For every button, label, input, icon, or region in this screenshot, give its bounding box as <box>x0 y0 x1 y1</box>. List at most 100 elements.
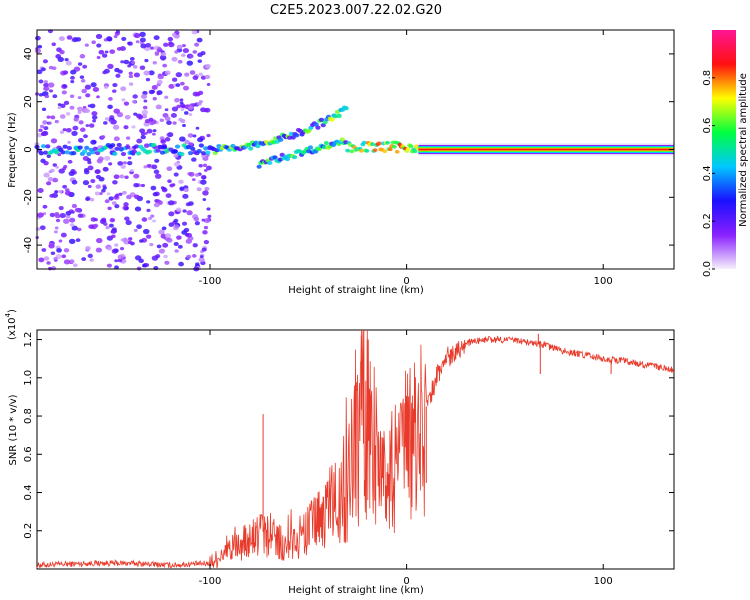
spectrogram-cell <box>144 131 148 135</box>
spectrogram-cell <box>141 217 148 222</box>
spectrogram-cell <box>197 59 202 63</box>
spectrogram-cell <box>151 255 159 261</box>
spectrogram-cell <box>160 139 166 144</box>
snr-y-axis-label: SNR (10 * v/v) <box>8 394 19 465</box>
spectrogram-y-tick-label: 20 <box>23 95 34 108</box>
spectrogram-cell <box>167 200 175 206</box>
spectrogram-cell <box>112 151 118 156</box>
snr-axes: -100 0 100 0.2 0.4 0.6 0.8 1.0 1.2 <box>23 330 674 587</box>
spectrogram-cell <box>194 42 200 47</box>
spectrogram-cell <box>123 101 130 106</box>
spectrogram-cell <box>129 82 134 86</box>
spectrogram-cell <box>156 244 162 249</box>
snr-y-tick-label: 0.2 <box>23 523 34 539</box>
spectrogram-cell <box>43 150 49 155</box>
spectrogram-cell <box>192 134 197 138</box>
spectrogram-cell <box>35 227 41 231</box>
spectrogram-cell <box>189 70 196 75</box>
spectrogram-cell <box>148 117 154 122</box>
spectrogram-cell <box>167 132 174 138</box>
spectrogram-cell <box>46 115 51 119</box>
spectrogram-cell <box>358 148 364 153</box>
spectrogram-cell <box>158 229 165 235</box>
spectrogram-cell <box>112 124 120 130</box>
spectrogram-cell <box>120 238 125 242</box>
spectrogram-cell <box>133 72 141 78</box>
spectrogram-cell <box>110 143 116 148</box>
spectrogram-cell <box>206 133 211 138</box>
spectrogram-cell <box>40 158 46 164</box>
spectrogram-cell <box>38 257 45 263</box>
spectrogram-cell <box>181 44 186 48</box>
spectrogram-cell <box>164 108 169 112</box>
spectrogram-cell <box>133 228 138 232</box>
spectrogram-cell <box>131 60 136 65</box>
spectrogram-x-tick-label: -100 <box>199 276 222 287</box>
spectrogram-cell <box>197 137 204 143</box>
spectrogram-cell <box>120 246 125 251</box>
spectrogram-cell <box>172 121 177 125</box>
spectrogram-cell <box>102 121 108 125</box>
spectrogram-cell <box>128 74 134 79</box>
spectrogram-cell <box>191 29 198 35</box>
spectrogram-cell <box>188 201 194 206</box>
spectrogram-x-tick-label: 100 <box>594 276 613 287</box>
spectrogram-cell <box>87 104 92 108</box>
spectrogram-cell <box>69 217 76 223</box>
spectrogram-cell <box>71 225 78 231</box>
spectrogram-cell <box>72 37 79 43</box>
spectrogram-cell <box>77 145 83 150</box>
spectrogram-cell <box>200 151 207 156</box>
spectrogram-cell <box>150 214 155 218</box>
spectrogram-cell <box>52 178 59 183</box>
spectrogram-cell <box>41 131 47 137</box>
spectrogram-cell <box>94 191 100 196</box>
spectrogram-cell <box>152 129 157 133</box>
spectrogram-cell <box>194 173 200 177</box>
spectrogram-cell <box>182 85 190 91</box>
spectrogram-cell <box>163 42 169 47</box>
spectrogram-cell <box>165 193 172 198</box>
spectrogram-cell <box>392 144 397 149</box>
spectrogram-cell <box>161 145 168 150</box>
spectrogram-cell <box>84 108 90 113</box>
spectrogram-cell <box>50 251 56 256</box>
spectrogram-cell <box>87 184 92 189</box>
spectrogram-cell <box>116 47 122 51</box>
spectrogram-cell <box>96 158 103 164</box>
spectrogram-cell <box>139 65 146 70</box>
spectrogram-cell <box>387 147 393 152</box>
spectrogram-cell <box>85 93 91 98</box>
spectrogram-cell <box>153 169 160 175</box>
spectrogram-cell <box>65 112 71 116</box>
spectrogram-cell <box>256 164 262 169</box>
snr-y-tick-label: 0.6 <box>23 446 34 462</box>
spectrogram-cell <box>60 103 66 108</box>
spectrogram-cell <box>128 237 133 241</box>
spectrogram-cell <box>131 125 136 129</box>
spectrogram-cell <box>171 106 179 112</box>
spectrogram-cell <box>294 133 300 138</box>
spectrogram-cell <box>159 150 166 155</box>
spectrogram-cell <box>80 78 86 83</box>
spectrogram-cell <box>38 128 43 133</box>
spectrogram-cell <box>140 43 147 49</box>
spectrogram-cell <box>53 230 58 234</box>
spectrogram-cell <box>114 146 120 151</box>
spectrogram-cell <box>206 207 211 211</box>
spectrogram-cell <box>159 54 167 61</box>
snr-scale-prefix: (x10 <box>7 317 18 340</box>
spectrogram-cell <box>51 42 57 47</box>
spectrogram-cell <box>124 216 130 221</box>
snr-y-tick-label: 0.4 <box>23 485 34 501</box>
spectrogram-cell <box>136 138 143 144</box>
spectrogram-cell <box>149 121 155 126</box>
spectrogram-cell <box>126 194 132 200</box>
spectrogram-cell <box>102 70 107 75</box>
spectrogram-cell <box>145 234 152 239</box>
spectrogram-cell <box>156 92 161 96</box>
spectrogram-cell <box>179 103 186 108</box>
spectrogram-cell <box>38 93 43 97</box>
spectrogram-cell <box>54 190 59 194</box>
spectrogram-cell <box>63 100 70 105</box>
